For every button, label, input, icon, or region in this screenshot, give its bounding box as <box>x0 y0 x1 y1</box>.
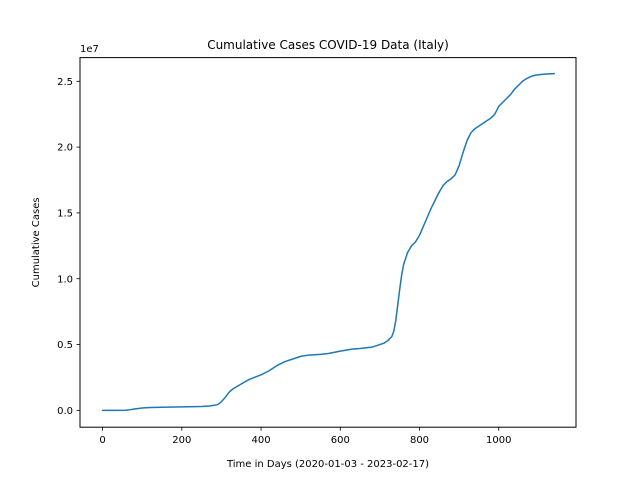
y-axis-label: Cumulative Cases <box>31 197 42 287</box>
plot-frame <box>79 57 577 428</box>
cumulative-cases-line <box>101 72 555 412</box>
y-tick-label: 0.5 <box>57 340 73 351</box>
y-tick-label: 1.5 <box>57 209 73 220</box>
chart-title: Cumulative Cases COVID-19 Data (Italy) <box>207 38 449 52</box>
x-axis-label: Time in Days (2020-01-03 - 2023-02-17) <box>226 459 429 470</box>
x-axis: 0 200 400 600 800 1000 <box>99 427 511 446</box>
x-tick-label: 200 <box>172 435 191 446</box>
y-tick-label: 2.5 <box>57 77 73 88</box>
y-tick-label: 0.0 <box>57 406 73 417</box>
x-tick-label: 1000 <box>486 435 511 446</box>
x-tick-label: 0 <box>99 435 105 446</box>
x-tick-label: 800 <box>410 435 429 446</box>
x-tick-label: 400 <box>252 435 271 446</box>
y-tick-label: 2.0 <box>57 143 73 154</box>
y-axis: 0.0 0.5 1.0 1.5 2.0 2.5 <box>57 77 80 417</box>
y-axis-offset-label: 1e7 <box>80 44 99 55</box>
plot-area <box>101 72 555 412</box>
y-tick-label: 1.0 <box>57 274 73 285</box>
x-tick-label: 600 <box>331 435 350 446</box>
